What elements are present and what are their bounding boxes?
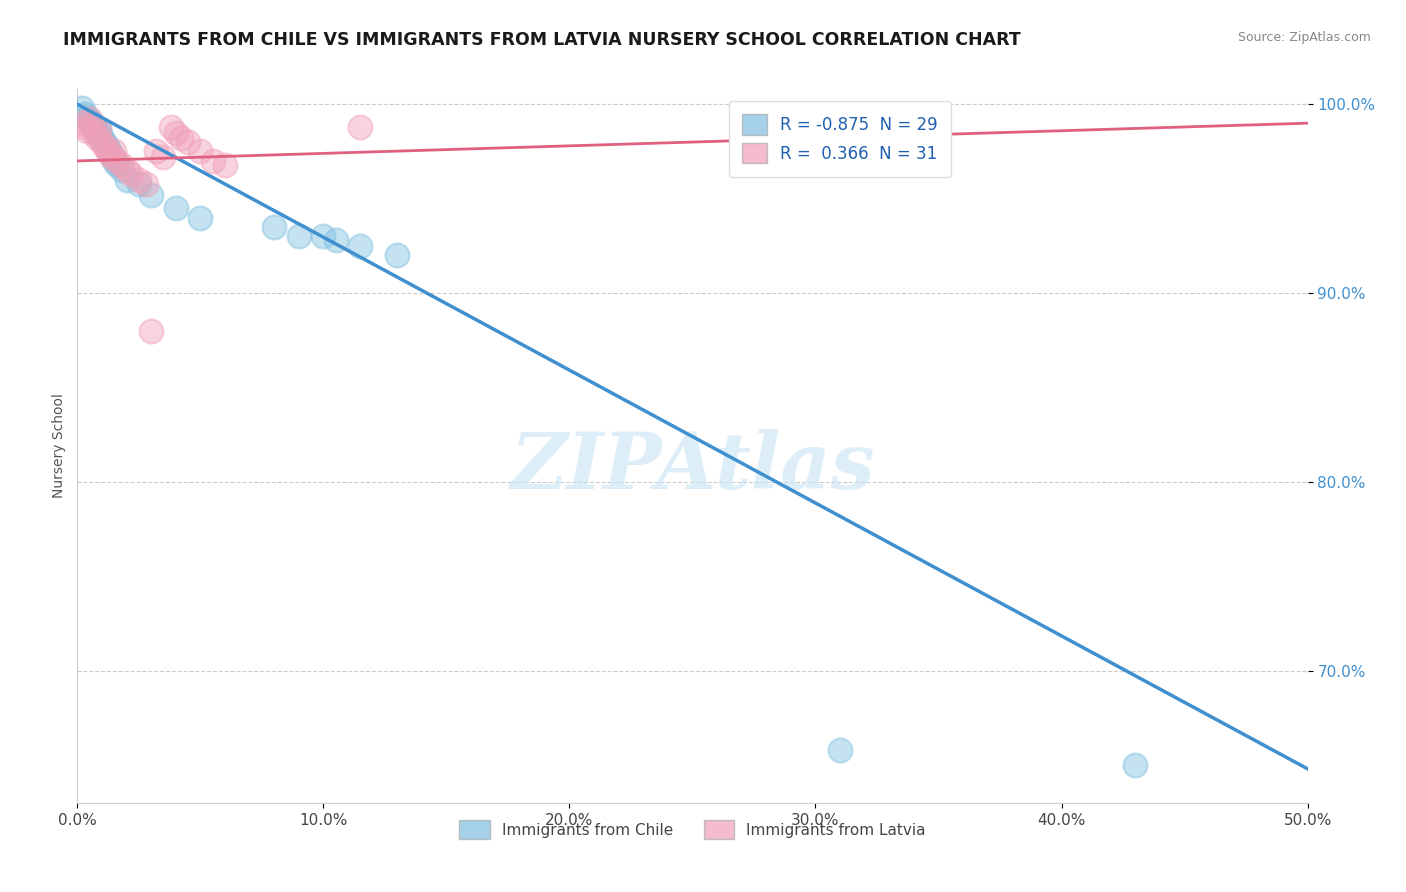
Point [830,743,852,757]
Point [83,120,105,134]
Point [79,114,101,128]
Point [188,211,212,225]
Point [170,131,193,145]
Point [111,163,132,178]
Point [201,153,224,168]
Point [90,135,114,149]
Point [141,324,163,338]
Point [96,138,118,153]
Point [349,120,371,134]
Point [103,153,125,168]
Point [128,177,150,191]
Point [79,112,101,127]
Point [93,135,115,149]
Point [101,148,124,162]
Point [101,150,124,164]
Text: IMMIGRANTS FROM CHILE VS IMMIGRANTS FROM LATVIA NURSERY SCHOOL CORRELATION CHART: IMMIGRANTS FROM CHILE VS IMMIGRANTS FROM… [63,31,1021,49]
Point [121,167,143,181]
Legend: Immigrants from Chile, Immigrants from Latvia: Immigrants from Chile, Immigrants from L… [453,814,932,845]
Point [98,146,121,161]
Point [86,131,108,145]
Point [188,145,212,159]
Point [103,145,125,159]
Point [82,116,104,130]
Point [128,173,150,187]
Point [288,229,311,244]
Point [70,101,93,115]
Point [141,188,163,202]
Point [177,135,200,149]
Point [98,145,121,159]
Point [73,107,96,121]
Point [70,116,93,130]
Point [1125,758,1147,772]
Point [86,126,108,140]
Point [76,124,98,138]
Point [135,177,157,191]
Point [89,121,111,136]
Text: ZIPAtlas: ZIPAtlas [510,429,875,506]
Point [263,219,285,234]
Point [385,248,409,262]
Point [73,120,96,134]
Point [76,111,98,125]
Point [145,145,167,159]
Point [160,120,183,134]
Point [96,143,118,157]
Point [89,121,111,136]
Point [111,158,132,172]
Y-axis label: Nursery School: Nursery School [52,393,66,499]
Point [349,239,371,253]
Point [90,131,114,145]
Point [115,163,138,178]
Point [325,233,347,247]
Point [214,158,236,172]
Point [115,173,138,187]
Point [165,126,187,140]
Point [152,150,174,164]
Point [82,118,104,132]
Point [93,138,115,153]
Point [312,229,335,244]
Point [105,158,128,172]
Point [83,126,105,140]
Point [165,201,187,215]
Point [105,153,128,168]
Text: Source: ZipAtlas.com: Source: ZipAtlas.com [1237,31,1371,45]
